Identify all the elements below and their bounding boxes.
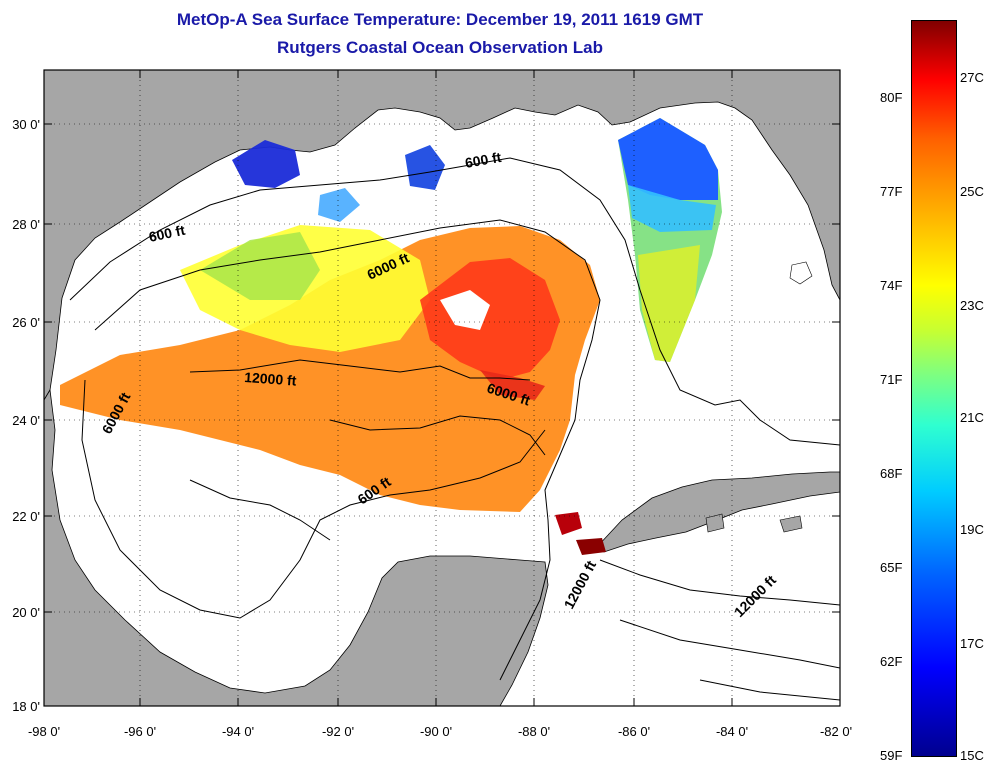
lat-label: 18 0' xyxy=(12,699,40,714)
colorbar-f-label: 74F xyxy=(880,278,903,293)
lat-label: 26 0' xyxy=(12,315,40,330)
colorbar-f-label: 65F xyxy=(880,560,903,575)
sst-map: 30 0' 28 0' 26 0' 24 0' 22 0' 20 0' 18 0… xyxy=(12,69,852,739)
lon-label: -96 0' xyxy=(124,724,156,739)
lat-label: 24 0' xyxy=(12,413,40,428)
lon-label: -94 0' xyxy=(222,724,254,739)
colorbar-f-label: 77F xyxy=(880,184,903,199)
lat-label: 22 0' xyxy=(12,509,40,524)
lat-label: 28 0' xyxy=(12,217,40,232)
map-frame xyxy=(43,69,841,707)
lat-label: 30 0' xyxy=(12,117,40,132)
colorbar-f-label: 59F xyxy=(880,748,903,763)
lon-label: -98 0' xyxy=(28,724,60,739)
contour-label: 600 ft xyxy=(464,149,503,171)
colorbar-f-label: 62F xyxy=(880,654,903,669)
land-mass-mexico xyxy=(44,388,549,706)
lon-label: -86 0' xyxy=(618,724,650,739)
land-mass-usa xyxy=(44,70,840,401)
colorbar-c-label: 21C xyxy=(960,410,984,425)
lat-label: 20 0' xyxy=(12,605,40,620)
lon-label: -90 0' xyxy=(420,724,452,739)
graticule xyxy=(44,70,840,706)
colorbar-f-label: 68F xyxy=(880,466,903,481)
map-subtitle: Rutgers Coastal Ocean Observation Lab xyxy=(277,38,603,57)
lon-label: -92 0' xyxy=(322,724,354,739)
map-title: MetOp-A Sea Surface Temperature: Decembe… xyxy=(176,10,704,29)
land-mass-cuba xyxy=(595,471,840,553)
colorbar-f-label: 71F xyxy=(880,372,903,387)
colorbar-c-label: 17C xyxy=(960,636,984,651)
lon-label: -84 0' xyxy=(716,724,748,739)
bathymetry-contours xyxy=(69,157,840,701)
color-scale-bar xyxy=(911,20,957,757)
colorbar-c-label: 19C xyxy=(960,522,984,537)
contour-label: 12000 ft xyxy=(244,369,297,389)
colorbar-c-label: 25C xyxy=(960,184,984,199)
contour-label: 600 ft xyxy=(147,222,186,245)
colorbar-c-label: 23C xyxy=(960,298,984,313)
lon-label: -88 0' xyxy=(518,724,550,739)
lon-label: -82 0' xyxy=(820,724,852,739)
colorbar-c-label: 27C xyxy=(960,70,984,85)
colorbar-f-label: 80F xyxy=(880,90,903,105)
colorbar-c-label: 15C xyxy=(960,748,984,763)
